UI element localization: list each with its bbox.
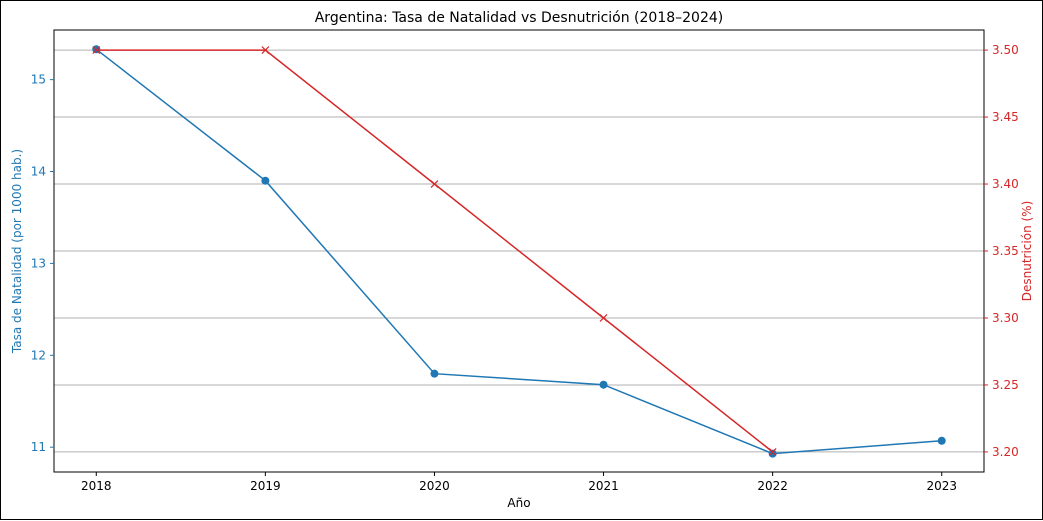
data-point-natalidad	[937, 436, 946, 445]
marker-stroke	[768, 447, 777, 456]
y-axis-left-label: Tasa de Natalidad (por 1000 hab.)	[10, 149, 24, 354]
series-line-natalidad	[95, 48, 942, 455]
marker-stroke	[430, 180, 439, 188]
marker-stroke	[92, 46, 101, 55]
y-axis-right: 3.20 3.25 3.30 3.35 3.40 3.45 3.50	[984, 43, 1019, 459]
data-point-desnutricion	[92, 46, 101, 55]
data-point-natalidad	[261, 176, 270, 185]
y-axis-left: 11 12 13 14 15	[31, 73, 54, 454]
x-tick-label: 2022	[757, 479, 788, 493]
data-point-desnutricion	[261, 46, 270, 55]
x-tick-label: 2018	[81, 479, 112, 493]
x-axis: 2018 2019 2020 2021 2022 2023	[81, 472, 957, 493]
y-right-tick-label: 3.20	[992, 445, 1019, 459]
x-tick-label: 2019	[250, 479, 281, 493]
x-tick-label: 2020	[419, 479, 450, 493]
data-point-natalidad	[768, 449, 777, 458]
y-axis-right-label: Desnutrición (%)	[1020, 201, 1034, 302]
data-point-natalidad	[599, 380, 608, 389]
y-left-tick-label: 11	[31, 440, 46, 454]
data-point-desnutricion	[599, 314, 608, 322]
y-left-tick-label: 15	[31, 73, 46, 87]
y-right-tick-label: 3.45	[992, 110, 1019, 124]
y-left-tick-label: 12	[31, 348, 46, 362]
x-tick-label: 2021	[588, 479, 619, 493]
y-right-tick-label: 3.50	[992, 43, 1019, 57]
y-right-tick-label: 3.40	[992, 177, 1019, 191]
marker-stroke	[261, 46, 270, 55]
y-left-tick-label: 14	[31, 165, 46, 179]
marker-stroke	[599, 314, 608, 322]
y-right-tick-label: 3.25	[992, 378, 1019, 392]
data-point-desnutricion	[768, 447, 777, 456]
y-right-tick-label: 3.35	[992, 244, 1019, 258]
x-axis-label: Año	[507, 496, 530, 510]
x-tick-label: 2023	[926, 479, 957, 493]
chart-title: Argentina: Tasa de Natalidad vs Desnutri…	[315, 10, 724, 26]
data-point-natalidad	[430, 369, 439, 378]
y-left-tick-label: 13	[31, 256, 46, 270]
data-point-desnutricion	[430, 180, 439, 188]
y-right-tick-label: 3.30	[992, 311, 1019, 325]
series-layer	[92, 45, 946, 458]
